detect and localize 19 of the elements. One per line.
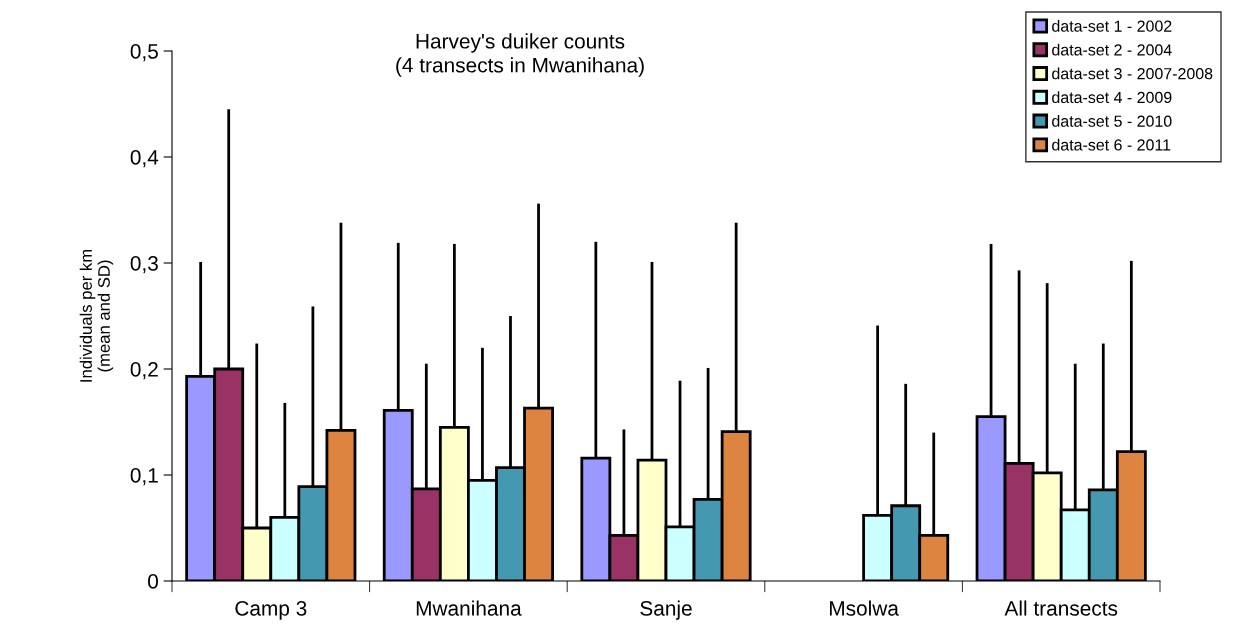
legend-label: data-set 5 - 2010 <box>1052 115 1172 127</box>
y-tick-label: 0 <box>148 574 158 589</box>
legend-label: data-set 4 - 2009 <box>1052 91 1172 104</box>
legend-label: data-set 3 - 2007-2008 <box>1052 67 1213 80</box>
legend-label: data-set 6 - 2011 <box>1052 138 1171 151</box>
x-tick-label: Sanje <box>640 600 692 620</box>
y-tick-label: 0,3 <box>130 256 158 274</box>
chart-title: Harvey's duiker counts (4 transects in Mwanihana) <box>396 33 644 77</box>
y-axis-title: Individuals per km (mean and SD) <box>79 249 114 382</box>
legend-label: data-set 1 - 2002 <box>1052 20 1172 32</box>
x-tick-label: Mwanihana <box>416 600 522 616</box>
x-tick-label: All transects <box>1004 600 1118 616</box>
x-tick-label: Msolwa <box>830 600 899 616</box>
y-tick-label: 0,2 <box>130 362 158 380</box>
legend-label: data-set 2 - 2004 <box>1052 43 1172 56</box>
y-tick-label: 0,4 <box>130 150 159 168</box>
y-tick-label: 0,1 <box>130 468 158 486</box>
x-tick-label: Camp 3 <box>235 600 307 620</box>
y-tick-label: 0,5 <box>130 44 158 62</box>
